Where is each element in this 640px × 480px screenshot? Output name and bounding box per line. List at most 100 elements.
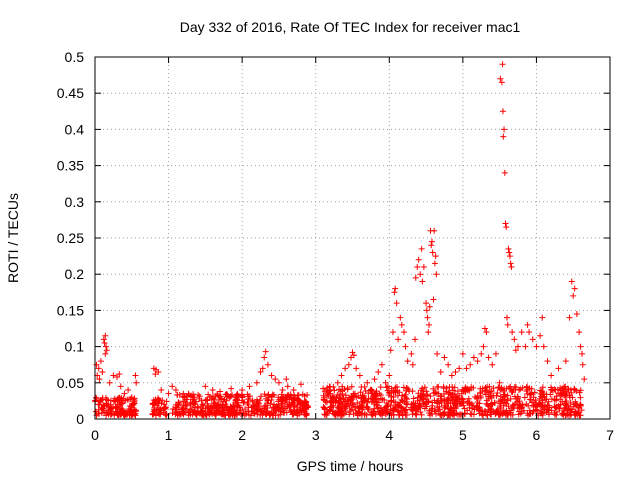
data-point-marker (117, 383, 124, 390)
data-point-marker (353, 410, 360, 417)
data-point-marker (267, 400, 274, 407)
data-point-marker (249, 397, 256, 404)
data-point-marker (190, 409, 197, 416)
data-point-marker (533, 343, 540, 350)
data-point-marker (505, 245, 512, 252)
data-point-marker (95, 365, 102, 372)
data-point-marker (395, 392, 401, 399)
data-point-marker (419, 278, 426, 285)
data-point-marker (268, 396, 275, 403)
data-point-marker (129, 411, 136, 418)
data-point-marker (551, 386, 558, 393)
data-point-marker (185, 412, 192, 419)
data-point-marker (515, 401, 522, 408)
data-point-marker (488, 400, 495, 407)
data-point-marker (286, 404, 293, 411)
chart-title: Day 332 of 2016, Rate Of TEC Index for r… (180, 19, 521, 35)
data-point-marker (322, 406, 329, 413)
data-point-marker (553, 412, 560, 419)
grid-lines (95, 57, 610, 419)
data-point-marker (282, 405, 289, 412)
data-point-marker (96, 401, 103, 408)
data-point-marker (100, 402, 107, 409)
data-point-marker (234, 391, 241, 398)
data-point-marker (232, 399, 239, 406)
data-point-marker (474, 358, 481, 365)
data-point-marker (302, 398, 309, 405)
data-point-marker (344, 385, 351, 392)
data-point-marker (486, 383, 493, 390)
data-point-marker (401, 329, 407, 336)
data-point-marker (153, 407, 160, 414)
data-point-marker (345, 400, 352, 407)
data-point-marker (551, 411, 558, 418)
data-point-marker (494, 390, 501, 397)
data-point-marker (202, 383, 209, 390)
data-point-marker (299, 403, 306, 410)
data-point-marker (570, 292, 577, 299)
data-point-marker (433, 271, 440, 278)
data-point-marker (299, 391, 306, 398)
data-point-marker (510, 387, 517, 394)
data-point-marker (435, 407, 442, 414)
data-point-marker (97, 398, 104, 405)
data-point-marker (562, 412, 569, 419)
data-point-marker (180, 390, 187, 397)
data-point-marker (560, 407, 567, 414)
data-point-marker (302, 408, 309, 415)
data-point-marker (385, 389, 392, 396)
data-point-marker (417, 408, 424, 415)
data-point-marker (362, 387, 369, 394)
data-point-marker (298, 381, 304, 388)
y-tick-label: 0.15 (57, 302, 84, 318)
data-point-marker (412, 336, 419, 343)
data-point-marker (568, 278, 575, 285)
x-tick-label: 6 (533, 427, 541, 443)
data-point-marker (421, 384, 428, 391)
data-point-marker (271, 401, 278, 408)
data-point-marker (290, 387, 297, 394)
data-point-marker (498, 398, 505, 405)
data-point-marker (409, 361, 416, 368)
data-point-marker (154, 402, 161, 409)
data-point-marker (452, 368, 459, 375)
data-point-marker (443, 385, 450, 392)
data-point-marker (320, 392, 327, 399)
data-point-marker (348, 404, 355, 411)
data-point-marker (472, 393, 479, 400)
data-point-marker (342, 365, 349, 372)
data-point-marker (402, 343, 409, 350)
data-point-marker (116, 371, 123, 378)
data-point-marker (119, 400, 126, 407)
data-point-marker (577, 402, 584, 409)
data-point-marker (499, 61, 506, 68)
data-point-marker (363, 411, 370, 418)
data-point-marker (152, 371, 159, 378)
data-point-marker (419, 385, 426, 392)
y-tick-label: 0 (76, 411, 84, 427)
data-point-marker (235, 402, 242, 409)
data-point-marker (435, 383, 442, 390)
data-point-marker (96, 376, 103, 383)
data-point-marker (390, 394, 397, 401)
data-point-marker (428, 238, 435, 245)
data-point-marker (508, 263, 515, 270)
data-point-marker (420, 388, 427, 395)
data-point-marker (507, 385, 514, 392)
data-point-marker (251, 402, 258, 409)
data-point-marker (426, 407, 433, 414)
data-point-marker (403, 400, 410, 407)
data-point-marker (540, 343, 547, 350)
data-point-marker (208, 396, 215, 403)
data-point-marker (348, 383, 355, 390)
data-point-marker (222, 401, 229, 408)
data-point-marker (537, 332, 544, 339)
data-point-marker (507, 260, 514, 267)
data-point-marker (162, 411, 169, 418)
data-point-marker (121, 412, 128, 419)
data-point-marker (150, 411, 157, 418)
data-point-marker (98, 409, 105, 416)
data-point-marker (517, 410, 524, 417)
data-point-marker (115, 406, 122, 413)
data-point-marker (371, 376, 378, 383)
